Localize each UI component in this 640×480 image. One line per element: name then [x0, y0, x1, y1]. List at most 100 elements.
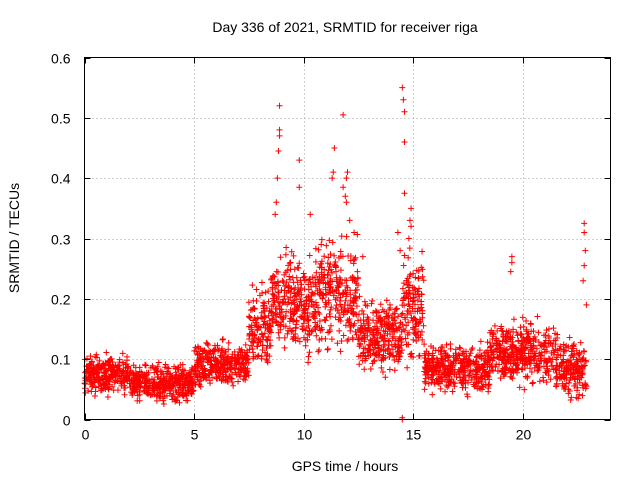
data-point: [372, 307, 379, 314]
data-point: [302, 336, 309, 343]
data-point: [132, 386, 139, 393]
data-point: [404, 364, 411, 371]
data-point: [191, 347, 198, 354]
data-point: [249, 282, 256, 289]
data-point: [400, 262, 407, 269]
grid-lines: [84, 57, 611, 420]
data-point: [519, 314, 526, 321]
data-point: [86, 361, 93, 368]
data-point: [475, 366, 482, 373]
data-point: [415, 275, 422, 282]
data-point-peak: [406, 217, 413, 224]
x-tick-label: 0: [82, 427, 90, 443]
data-point: [101, 370, 108, 377]
data-point: [303, 297, 310, 304]
data-point: [331, 252, 338, 259]
data-point: [422, 352, 429, 359]
data-point: [349, 273, 356, 280]
data-point: [395, 350, 402, 357]
data-point: [291, 334, 298, 341]
data-point: [127, 367, 134, 374]
data-point: [93, 351, 100, 358]
data-point: [416, 285, 423, 292]
data-point: [337, 267, 344, 274]
data-point: [438, 344, 445, 351]
data-point: [278, 287, 285, 294]
data-point: [263, 352, 270, 359]
data-point-peak: [401, 190, 408, 197]
data-point: [473, 375, 480, 382]
data-point-peak: [344, 169, 351, 176]
data-point: [284, 267, 291, 274]
data-point: [349, 305, 356, 312]
data-point: [246, 313, 253, 320]
data-point: [155, 359, 162, 366]
data-point-peak: [581, 229, 588, 236]
data-point: [325, 329, 332, 336]
data-point: [265, 298, 272, 305]
data-point: [536, 378, 543, 385]
data-point: [378, 357, 385, 364]
data-point: [485, 388, 492, 395]
data-point: [312, 299, 319, 306]
data-point: [315, 348, 322, 355]
data-point: [368, 337, 375, 344]
data-point-peak: [508, 259, 515, 266]
data-point: [265, 312, 272, 319]
data-point: [311, 312, 318, 319]
data-point-peak: [401, 108, 408, 115]
data-point: [149, 384, 156, 391]
data-point-peak: [583, 301, 590, 308]
data-point: [230, 382, 237, 389]
data-point: [325, 267, 332, 274]
data-point: [477, 353, 484, 360]
data-point: [253, 298, 260, 305]
data-point: [149, 391, 156, 398]
data-point: [406, 245, 413, 252]
data-point: [301, 301, 308, 308]
data-point: [109, 383, 116, 390]
data-point-peak: [276, 126, 283, 133]
data-point: [361, 332, 368, 339]
data-point: [332, 296, 339, 303]
data-point: [122, 361, 129, 368]
data-point: [244, 365, 251, 372]
data-point: [231, 354, 238, 361]
data-point: [312, 281, 319, 288]
data-point: [297, 284, 304, 291]
data-point: [215, 347, 222, 354]
data-point: [168, 385, 175, 392]
data-point: [254, 323, 261, 330]
data-point: [443, 341, 450, 348]
data-point: [110, 387, 117, 394]
data-point: [312, 245, 319, 252]
data-point: [247, 307, 254, 314]
data-point: [397, 333, 404, 340]
data-point: [361, 298, 368, 305]
data-point: [291, 310, 298, 317]
data-point: [374, 339, 381, 346]
data-point: [316, 318, 323, 325]
data-point: [478, 379, 485, 386]
data-point: [402, 335, 409, 342]
data-point: [432, 347, 439, 354]
data-point: [298, 291, 305, 298]
data-point: [103, 349, 110, 356]
data-point: [343, 233, 350, 240]
data-point: [226, 373, 233, 380]
data-point: [412, 316, 419, 323]
data-point-peak: [343, 175, 350, 182]
data-point: [406, 287, 413, 294]
data-point: [383, 297, 390, 304]
data-point: [353, 331, 360, 338]
data-point: [173, 372, 180, 379]
data-point: [527, 321, 534, 328]
data-point: [98, 375, 105, 382]
data-point-peak: [359, 253, 366, 260]
data-point: [374, 326, 381, 333]
data-point: [414, 308, 421, 315]
data-point: [88, 388, 95, 395]
data-point: [355, 353, 362, 360]
data-point: [398, 336, 405, 343]
